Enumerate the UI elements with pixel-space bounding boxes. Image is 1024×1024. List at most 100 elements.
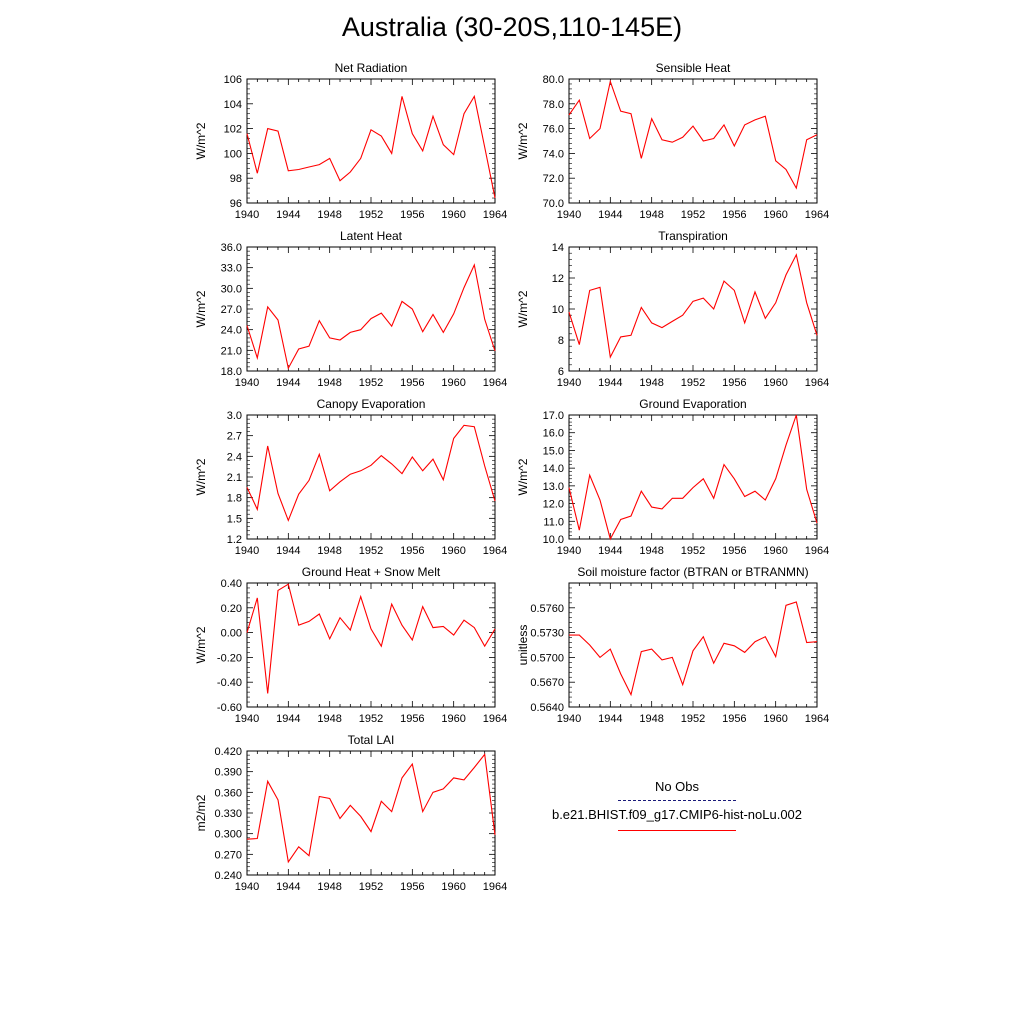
x-tick-label: 1948 — [639, 713, 663, 725]
x-tick-label: 1940 — [557, 377, 581, 389]
x-tick-label: 1964 — [483, 881, 507, 893]
y-axis-label: W/m^2 — [194, 290, 208, 327]
y-tick-label: 0.360 — [214, 787, 242, 799]
y-tick-label: 0.270 — [214, 849, 242, 861]
x-tick-label: 1952 — [681, 377, 705, 389]
x-tick-label: 1940 — [235, 881, 259, 893]
y-tick-label: 16.0 — [543, 428, 564, 440]
x-tick-label: 1964 — [805, 209, 829, 221]
panel-title: Total LAI — [348, 733, 395, 747]
y-tick-label: 14.0 — [543, 463, 564, 475]
y-tick-label: 72.0 — [543, 173, 564, 185]
plot-frame — [568, 78, 818, 204]
y-axis-label: m2/m2 — [194, 794, 208, 831]
x-tick-label: 1964 — [483, 377, 507, 389]
y-tick-label: 0.5670 — [530, 677, 564, 689]
x-tick-label: 1956 — [400, 545, 424, 557]
x-tick-label: 1948 — [639, 545, 663, 557]
x-tick-label: 1952 — [359, 377, 383, 389]
y-tick-label: 0.5760 — [530, 603, 564, 615]
y-tick-label: 0.5640 — [530, 702, 564, 714]
x-tick-label: 1948 — [317, 545, 341, 557]
x-tick-label: 1940 — [235, 713, 259, 725]
x-tick-label: 1948 — [317, 713, 341, 725]
series-line — [246, 263, 496, 370]
panel-title: Net Radiation — [335, 61, 408, 75]
x-tick-label: 1948 — [639, 377, 663, 389]
x-tick-label: 1944 — [276, 545, 300, 557]
x-tick-label: 1960 — [763, 545, 787, 557]
series-line — [568, 253, 818, 359]
y-tick-label: 21.0 — [221, 345, 242, 357]
y-axis-label: W/m^2 — [516, 290, 530, 327]
panel-title: Ground Evaporation — [639, 397, 746, 411]
chart-panel-4: 1940 1944 1948 1952 1956 1960 1964 6 8 10 12 14 Tran… — [516, 229, 829, 389]
y-tick-label: 27.0 — [221, 304, 242, 316]
x-tick-label: 1960 — [763, 713, 787, 725]
y-tick-label: 1.8 — [227, 493, 242, 505]
y-tick-label: 14 — [552, 242, 564, 254]
x-tick-label: 1952 — [681, 545, 705, 557]
y-tick-label: 24.0 — [221, 325, 242, 337]
series-line — [246, 583, 496, 694]
y-tick-label: 11.0 — [543, 516, 564, 528]
x-tick-label: 1952 — [681, 713, 705, 725]
y-axis-label: W/m^2 — [516, 122, 530, 159]
x-tick-label: 1952 — [359, 545, 383, 557]
chart-panel-2: 1940 1944 1948 1952 1956 1960 1964 70.0 72.0 74.0… — [516, 61, 829, 221]
x-tick-label: 1964 — [805, 545, 829, 557]
panel-title: Canopy Evaporation — [317, 397, 426, 411]
chart-panel-6: 1940 1944 1948 1952 1956 1960 1964 10.0 11.0 12.0… — [516, 397, 829, 557]
y-tick-label: 36.0 — [221, 242, 242, 254]
x-tick-label: 1960 — [441, 713, 465, 725]
series-line — [568, 414, 818, 541]
y-axis-label: W/m^2 — [516, 458, 530, 495]
chart-panel-3: 1940 1944 1948 1952 1956 1960 1964 18.0 21.0 24.0… — [194, 229, 507, 389]
y-tick-label: 0.5730 — [530, 628, 564, 640]
x-tick-label: 1944 — [276, 377, 300, 389]
x-tick-label: 1960 — [441, 377, 465, 389]
y-tick-label: 2.1 — [227, 472, 242, 484]
legend-obs-label: No Obs — [654, 779, 700, 794]
figure-title: Australia (30-20S,110-145E) — [341, 12, 683, 42]
y-tick-label: 76.0 — [543, 124, 564, 136]
x-tick-label: 1956 — [400, 881, 424, 893]
y-tick-label: 12.0 — [543, 499, 564, 511]
x-tick-label: 1960 — [763, 209, 787, 221]
plot-frame — [246, 246, 496, 372]
x-tick-label: 1940 — [557, 713, 581, 725]
x-tick-label: 1940 — [557, 209, 581, 221]
x-tick-label: 1964 — [483, 713, 507, 725]
y-tick-label: 70.0 — [543, 198, 564, 210]
x-tick-label: 1952 — [359, 713, 383, 725]
y-tick-label: 0.20 — [221, 603, 242, 615]
panel-title: Transpiration — [658, 229, 728, 243]
y-tick-label: 0.300 — [214, 829, 242, 841]
y-axis-label: unitless — [516, 625, 530, 666]
y-tick-label: 0.00 — [221, 628, 242, 640]
y-tick-label: 96 — [230, 198, 242, 210]
x-tick-label: 1956 — [722, 209, 746, 221]
x-tick-label: 1944 — [276, 713, 300, 725]
x-tick-label: 1944 — [598, 545, 622, 557]
x-tick-label: 1940 — [235, 377, 259, 389]
x-tick-label: 1944 — [598, 209, 622, 221]
y-tick-label: 33.0 — [221, 263, 242, 275]
panel-title: Soil moisture factor (BTRAN or BTRANMN) — [577, 565, 808, 579]
series-line — [246, 753, 496, 864]
x-tick-label: 1940 — [235, 209, 259, 221]
series-line — [568, 79, 818, 190]
x-tick-label: 1948 — [317, 881, 341, 893]
y-tick-label: 102 — [224, 124, 242, 136]
series-line — [569, 601, 818, 697]
y-tick-label: 98 — [230, 173, 242, 185]
x-tick-label: 1952 — [359, 209, 383, 221]
x-tick-label: 1956 — [400, 713, 424, 725]
y-tick-label: 10.0 — [543, 534, 564, 546]
y-tick-label: 6 — [558, 366, 564, 378]
x-tick-label: 1944 — [276, 881, 300, 893]
y-tick-label: -0.60 — [217, 702, 242, 714]
y-tick-label: -0.20 — [217, 652, 242, 664]
y-tick-label: 78.0 — [543, 99, 564, 111]
y-tick-label: 1.5 — [227, 513, 242, 525]
